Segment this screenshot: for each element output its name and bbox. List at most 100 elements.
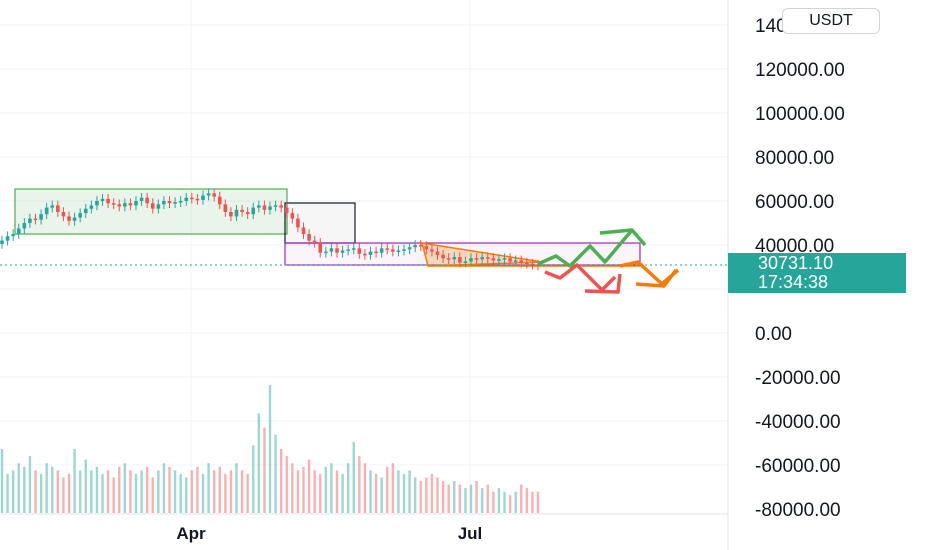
volume-bar xyxy=(95,466,99,513)
candle-body xyxy=(184,197,189,201)
candle-body xyxy=(379,248,384,253)
candle-body xyxy=(513,260,518,262)
volume-bar xyxy=(28,456,32,513)
candle-body xyxy=(446,258,451,260)
volume-bar xyxy=(162,463,166,513)
candle-body xyxy=(28,218,32,223)
green-range-box[interactable] xyxy=(14,188,288,235)
volume-bar xyxy=(469,484,473,513)
volume-bar xyxy=(508,495,512,513)
green-projection-arrow[interactable] xyxy=(537,228,634,268)
y-tick-label: -60000.00 xyxy=(755,456,841,477)
candle-body xyxy=(162,201,166,205)
volume-bar xyxy=(346,463,350,513)
candle-body xyxy=(83,208,88,214)
time-axis[interactable]: Apr Jul xyxy=(176,524,482,543)
candle-body xyxy=(357,248,362,254)
candle-body xyxy=(441,254,445,259)
volume-bar xyxy=(112,477,115,513)
candle-body xyxy=(128,203,133,206)
candle-body xyxy=(11,234,15,237)
candle-body xyxy=(290,213,295,219)
volume-bar xyxy=(17,463,20,513)
volume-bar xyxy=(291,463,294,513)
volume-bar xyxy=(246,473,249,513)
candle-body xyxy=(363,253,367,256)
y-tick-label: 0.00 xyxy=(755,324,792,345)
volume-bar xyxy=(34,470,37,513)
green-arrow-head xyxy=(599,228,647,247)
last-price-value: 30731.10 xyxy=(758,253,834,273)
volume-bar xyxy=(134,473,138,513)
candle-body xyxy=(301,227,306,234)
volume-bar xyxy=(140,470,143,513)
candle-body xyxy=(173,202,177,204)
volume-bar xyxy=(358,456,361,513)
volume-bar xyxy=(252,445,255,513)
volume-bar xyxy=(235,463,238,513)
volume-bar xyxy=(419,481,422,513)
candle-body xyxy=(167,201,172,204)
volume-bar xyxy=(90,470,93,513)
volume-bar xyxy=(330,463,333,513)
volume-bar xyxy=(386,466,389,513)
volume-bars xyxy=(0,385,540,513)
volume-bar xyxy=(129,470,132,513)
volume-bar xyxy=(229,470,233,513)
volume-bar xyxy=(307,459,311,513)
candle-body xyxy=(413,245,417,248)
candle-body xyxy=(435,251,440,255)
volume-bar xyxy=(402,473,406,513)
candle-body xyxy=(150,203,155,209)
candle-body xyxy=(61,212,66,217)
candle-body xyxy=(469,258,473,262)
volume-bar xyxy=(531,491,534,513)
candle-body xyxy=(50,205,55,208)
candle-body xyxy=(458,257,462,263)
price-axis[interactable]: 140000.00 120000.00 100000.00 80000.00 6… xyxy=(755,16,845,521)
candle-body xyxy=(273,205,278,207)
volume-bar xyxy=(84,459,87,513)
volume-bar xyxy=(503,491,506,513)
candle-body xyxy=(33,218,38,221)
volume-bar xyxy=(212,470,216,513)
volume-bar xyxy=(480,488,484,513)
orange-arrow-head xyxy=(635,268,678,288)
candle-body xyxy=(474,258,479,260)
candle-body xyxy=(223,204,228,212)
candle-body xyxy=(206,193,211,196)
volume-bar xyxy=(525,488,529,513)
volume-bar xyxy=(145,466,149,513)
volume-bar xyxy=(464,488,467,513)
red-projection-arrow[interactable] xyxy=(544,263,617,292)
volume-bar xyxy=(486,484,489,513)
black-range-box[interactable] xyxy=(284,202,356,244)
volume-bar xyxy=(363,463,367,513)
volume-bar xyxy=(514,491,517,513)
candle-body xyxy=(491,258,496,261)
candle-body xyxy=(418,245,423,247)
volume-bar xyxy=(430,473,434,513)
candle-body xyxy=(156,204,161,209)
bar-countdown: 17:34:38 xyxy=(758,272,829,292)
currency-badge[interactable]: USDT xyxy=(782,8,880,34)
candle-body xyxy=(5,236,10,241)
candle-body xyxy=(39,214,43,220)
candle-body xyxy=(374,251,378,254)
candle-body xyxy=(117,204,122,207)
volume-bar xyxy=(218,466,221,513)
candle-body xyxy=(56,205,60,212)
candle-body xyxy=(312,240,317,243)
candle-body xyxy=(525,262,529,265)
volume-bar xyxy=(179,473,182,513)
candle-body xyxy=(190,197,194,200)
candle-body xyxy=(402,249,406,251)
volume-bar xyxy=(268,385,272,513)
volume-bar xyxy=(78,470,82,513)
candle-body xyxy=(229,212,233,217)
volume-bar xyxy=(391,463,395,513)
volume-bar xyxy=(151,477,154,513)
candle-body xyxy=(22,223,27,229)
volume-bar xyxy=(335,470,339,513)
